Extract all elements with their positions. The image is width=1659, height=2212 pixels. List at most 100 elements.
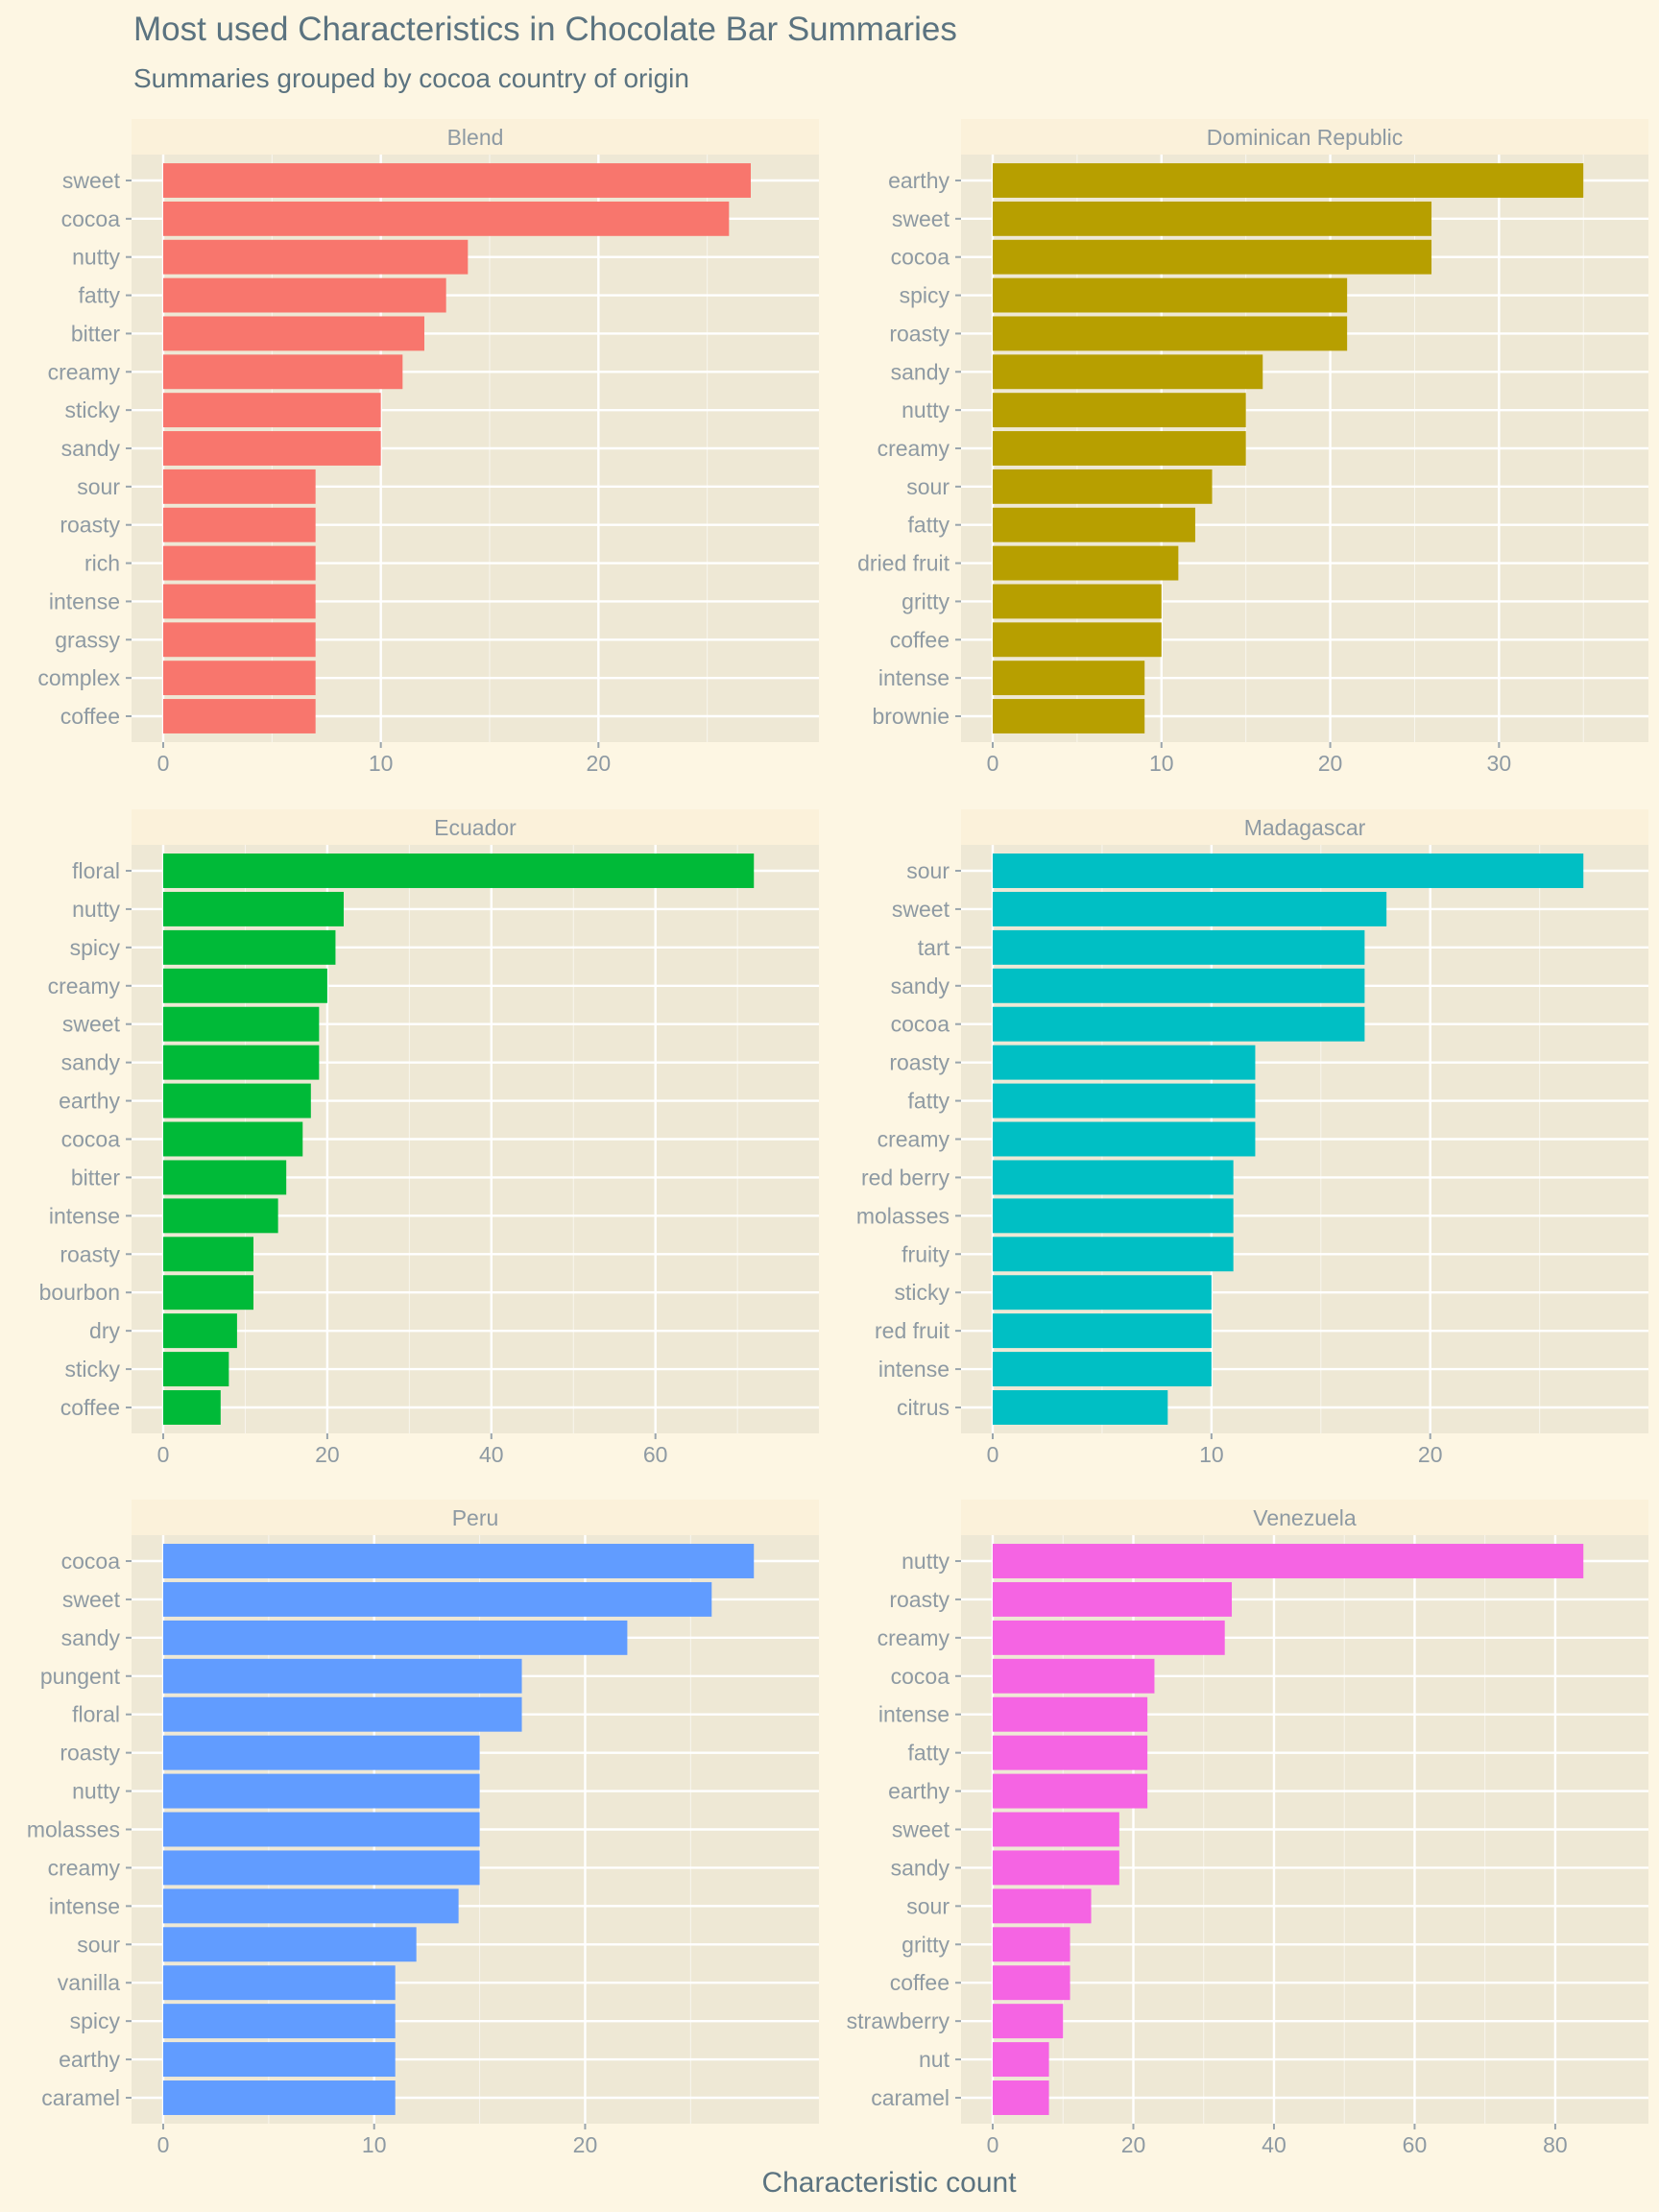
category-label: roasty — [60, 513, 120, 538]
category-label: red berry — [861, 1165, 950, 1190]
bar-sweet — [993, 1812, 1119, 1847]
category-label: earthy — [59, 1089, 120, 1114]
category-label: earthy — [59, 2047, 120, 2072]
bar-vanilla — [163, 1965, 396, 2001]
category-label: red fruit — [875, 1318, 950, 1343]
bar-coffee — [163, 1390, 221, 1425]
category-label: grassy — [55, 627, 120, 652]
category-label: sour — [77, 1932, 120, 1957]
bar-sandy — [163, 431, 381, 466]
category-label: cocoa — [61, 1549, 121, 1574]
category-label: creamy — [48, 1855, 121, 1880]
category-label: bourbon — [39, 1280, 120, 1305]
bar-gritty — [993, 1927, 1070, 1962]
x-tick-label: 0 — [157, 2132, 170, 2157]
category-label: intense — [878, 1357, 950, 1382]
category-label: caramel — [41, 2085, 120, 2110]
bar-roasty — [163, 507, 316, 542]
bar-sticky — [163, 1352, 229, 1387]
bar-sandy — [163, 1045, 320, 1080]
chart-subtitle: Summaries grouped by cocoa country of or… — [133, 63, 689, 93]
bar-caramel — [163, 2080, 396, 2115]
bar-cocoa — [993, 239, 1432, 275]
category-label: sticky — [895, 1280, 950, 1305]
bar-sour — [993, 854, 1584, 888]
x-tick-label: 20 — [1121, 2132, 1146, 2157]
facet-peru: Peru 0 10 20 cocoa sweet sandy pungent floral roa… — [27, 1500, 819, 2157]
bar-sour — [163, 469, 316, 504]
category-label: roasty — [889, 1050, 950, 1075]
category-label: citrus — [897, 1395, 950, 1420]
bar-bitter — [163, 1160, 287, 1195]
category-label: nut — [919, 2047, 950, 2072]
bar-fatty — [993, 507, 1195, 542]
bar-creamy — [993, 431, 1246, 466]
category-label: nutty — [72, 1779, 120, 1804]
x-tick-label: 30 — [1487, 751, 1512, 776]
x-tick-label: 40 — [479, 1442, 504, 1467]
facet-dominican-republic: Dominican Republic 0 10 20 30 earthy sweet coco… — [857, 119, 1648, 776]
facet-ecuador: Ecuador 0 20 40 60 floral nutty spicy creamy swee… — [39, 809, 819, 1467]
category-label: spicy — [900, 283, 950, 308]
bar-coffee — [993, 1965, 1070, 2001]
bar-intense — [163, 1888, 459, 1924]
bar-dried-fruit — [993, 545, 1179, 581]
chart-title: Most used Characteristics in Chocolate B… — [133, 11, 957, 48]
category-label: intense — [49, 1893, 120, 1918]
bar-rich — [163, 545, 316, 581]
bar-sweet — [163, 1581, 712, 1617]
category-label: cocoa — [891, 245, 950, 270]
bar-cocoa — [163, 1121, 303, 1157]
category-label: creamy — [48, 974, 121, 998]
category-label: coffee — [60, 704, 120, 729]
bar-creamy — [993, 1121, 1256, 1157]
x-tick-label: 0 — [987, 751, 999, 776]
facet-strip — [961, 809, 1648, 845]
bar-sweet — [993, 891, 1387, 926]
category-label: bitter — [71, 321, 120, 346]
bar-sour — [993, 469, 1213, 504]
category-label: cocoa — [891, 1012, 950, 1037]
facet-strip-label: Madagascar — [1244, 815, 1366, 840]
category-label: sour — [906, 474, 950, 499]
facet-strip — [132, 809, 819, 845]
facet-grid: Blend 0 10 20 sweet cocoa nutty fatty bitter crea… — [27, 119, 1648, 2157]
bar-red-berry — [993, 1160, 1234, 1195]
bar-earthy — [993, 1773, 1148, 1809]
bar-spicy — [993, 277, 1348, 313]
category-label: sweet — [62, 1012, 121, 1037]
x-tick-label: 10 — [1149, 751, 1174, 776]
bar-citrus — [993, 1390, 1168, 1425]
category-label: sweet — [892, 897, 950, 922]
category-label: tart — [918, 935, 950, 960]
category-label: creamy — [878, 436, 950, 461]
category-label: sandy — [891, 974, 950, 998]
bar-sour — [993, 1888, 1092, 1924]
category-label: sandy — [61, 1050, 121, 1075]
bar-cocoa — [993, 1006, 1365, 1042]
facet-strip-label: Dominican Republic — [1207, 125, 1404, 150]
category-label: spicy — [70, 935, 121, 960]
bar-complex — [163, 661, 316, 696]
x-tick-label: 60 — [1403, 2132, 1428, 2157]
x-tick-label: 20 — [587, 751, 612, 776]
x-tick-label: 0 — [987, 1442, 999, 1467]
category-label: nutty — [72, 897, 120, 922]
bar-molasses — [993, 1198, 1234, 1234]
facet-strip-label: Peru — [452, 1505, 499, 1530]
bar-bourbon — [163, 1275, 253, 1310]
facet-blend: Blend 0 10 20 sweet cocoa nutty fatty bitter crea… — [37, 119, 819, 776]
x-tick-label: 10 — [1199, 1442, 1224, 1467]
bar-fatty — [993, 1083, 1256, 1118]
category-label: cocoa — [61, 1127, 121, 1152]
category-label: molasses — [856, 1203, 950, 1228]
category-label: coffee — [890, 627, 950, 652]
facet-strip — [132, 119, 819, 155]
category-label: intense — [878, 1702, 950, 1727]
bar-gritty — [993, 584, 1162, 619]
facet-strip-label: Ecuador — [434, 815, 517, 840]
bar-red-fruit — [993, 1313, 1212, 1349]
bar-roasty — [993, 1581, 1233, 1617]
category-label: sweet — [892, 1817, 950, 1842]
bar-sandy — [993, 1850, 1119, 1886]
